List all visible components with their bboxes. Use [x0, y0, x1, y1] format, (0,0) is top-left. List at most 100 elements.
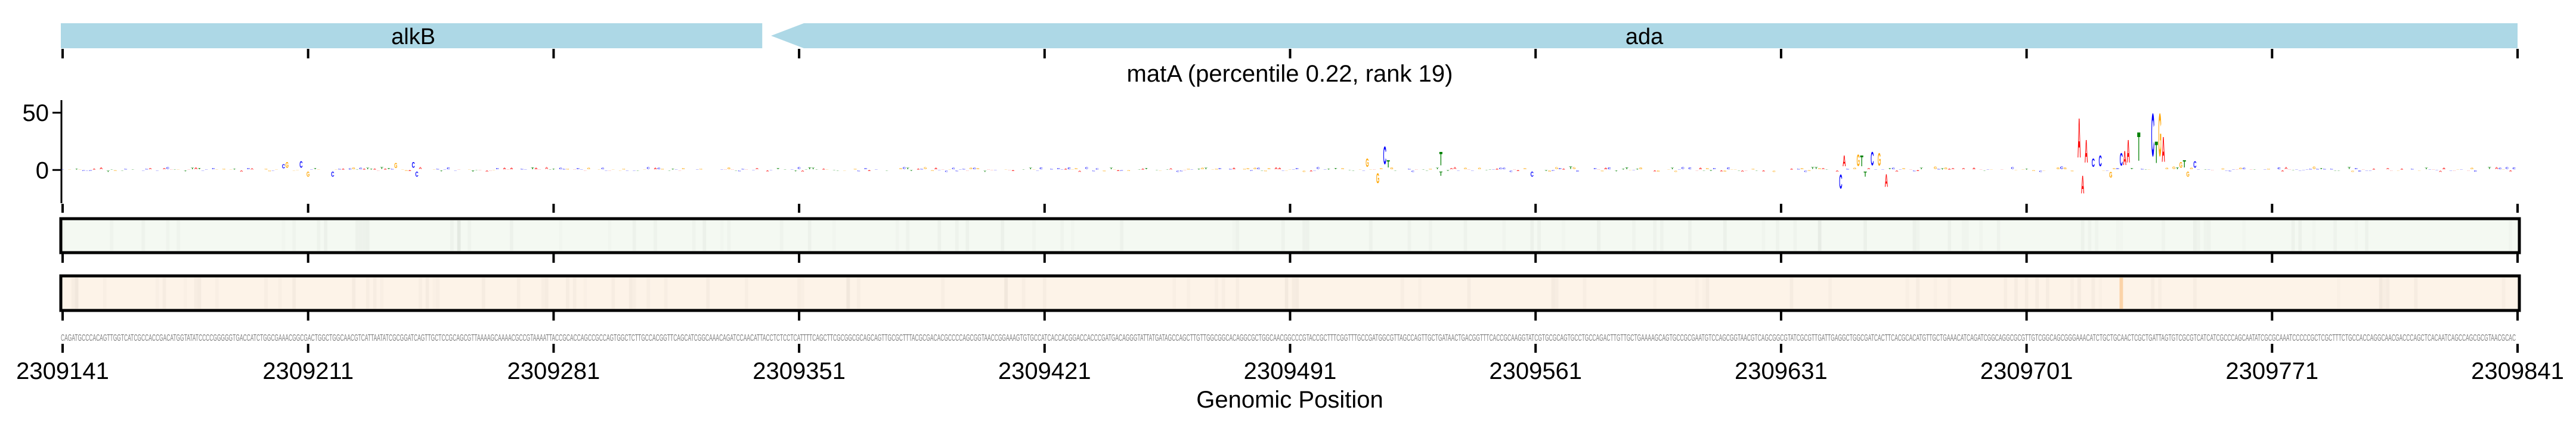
orange-track-cell [2502, 278, 2506, 309]
logo-letter: C [2228, 170, 2231, 172]
logo-letter: C [1608, 167, 1611, 170]
logo-letter: G [1934, 167, 1937, 170]
logo-letter: G [948, 169, 952, 170]
orange-track-cell [2158, 278, 2162, 309]
logo-letter: G [114, 170, 117, 172]
logo-letter: A [1867, 168, 1870, 170]
logo-letter: T [1811, 167, 1815, 170]
logo-letter: T [2348, 167, 2351, 170]
logo-letter: T [836, 170, 840, 171]
green-track-cell [1916, 220, 1919, 251]
logo-letter: G [1734, 169, 1738, 170]
logo-peak-letter: G [2179, 161, 2182, 170]
logo-letter: T [1544, 170, 1548, 172]
logo-letter: A [363, 169, 366, 170]
logo-letter: C [2277, 167, 2281, 170]
logo-letter: T [1738, 170, 1741, 171]
logo-peak-letter: T [1863, 171, 1867, 179]
logo-letter: G [976, 168, 979, 170]
green-track-cell [1120, 220, 1123, 251]
green-track-cell [1660, 220, 1664, 251]
logo-letter: A [2236, 169, 2239, 170]
logo-letter: A [2442, 168, 2445, 170]
logo-letter: C [1061, 169, 1064, 170]
orange-track-cell [2151, 278, 2154, 309]
logo-letter: C [2316, 169, 2320, 170]
logo-letter: A [503, 167, 506, 170]
logo-letter: A [1274, 167, 1278, 170]
logo-letter: A [170, 169, 174, 170]
green-track-cell [1502, 220, 1506, 251]
green-track-cell [1818, 220, 1822, 251]
logo-letter: G [79, 169, 82, 170]
logo-peak-letter: G [394, 162, 397, 170]
logo-letter: C [1499, 167, 1503, 170]
logo-letter: C [1180, 170, 1183, 172]
logo-letter: C [1039, 167, 1043, 170]
logo-letter: T [1569, 166, 1572, 170]
logo-letter: C [338, 169, 342, 170]
gene-label: alkB [391, 24, 435, 49]
logo-letter: T [387, 168, 390, 170]
orange-track-cell [2337, 278, 2340, 309]
logo-letter: G [2312, 167, 2316, 170]
logo-letter: A [1278, 168, 1281, 170]
orange-track-cell [1555, 278, 1559, 309]
green-track-cell [896, 220, 899, 251]
logo-letter: C [657, 167, 661, 170]
logo-letter: A [584, 170, 587, 171]
logo-letter: A [1064, 169, 1067, 170]
logo-letter: G [268, 170, 271, 172]
logo-letter: A [2432, 169, 2435, 170]
logo-letter: C [1317, 167, 1320, 170]
green-track-cell [780, 220, 784, 251]
x-tick-label: 2309421 [998, 358, 1091, 384]
logo-letter: C [212, 168, 215, 170]
logo-letter: G [230, 169, 233, 170]
orange-track-cell [1172, 278, 1176, 309]
logo-letter: C [938, 170, 942, 171]
green-track-cell [1653, 220, 1657, 251]
gene-label: ada [1626, 24, 1664, 49]
green-track-cell [608, 220, 612, 251]
logo-letter: C [973, 167, 976, 170]
green-track-cell [324, 220, 327, 251]
logo-letter: A [1078, 170, 1081, 172]
logo-letter: C [1281, 170, 1285, 171]
logo-letter: C [142, 170, 145, 171]
logo-peak-letter: C [282, 163, 286, 170]
logo-letter: T [1710, 170, 1713, 172]
orange-track-cell [1215, 278, 1218, 309]
green-track-cell [1001, 220, 1004, 251]
green-track-cell [166, 220, 170, 251]
logo-letter: T [531, 167, 534, 170]
orange-track-cell [941, 278, 945, 309]
logo-letter: A [1762, 170, 1765, 172]
logo-letter: G [1268, 168, 1271, 170]
logo-letter: A [966, 170, 970, 171]
logo-letter: C [1411, 170, 1414, 172]
green-track-cell [720, 220, 724, 251]
logo-letter: C [1632, 170, 1636, 171]
logo-letter: T [983, 170, 986, 172]
logo-letter: C [89, 170, 92, 172]
logo-letter: T [668, 170, 671, 171]
logo-letter: G [2418, 170, 2422, 172]
logo-letter: T [314, 168, 317, 170]
logo-peak-letter: G [2186, 171, 2189, 179]
orange-track-cell [797, 278, 801, 309]
logo-letter: T [1334, 168, 1337, 170]
logo-letter: C [1678, 169, 1682, 170]
orange-track-cell [1695, 278, 1699, 309]
logo-letter: C [962, 169, 966, 170]
logo-letter: A [868, 170, 871, 172]
logo-letter: A [1516, 170, 1520, 172]
logo-letter: A [822, 169, 826, 170]
logo-letter: G [1818, 168, 1821, 170]
logo-letter: A [383, 169, 386, 170]
logo-letter: T [174, 169, 177, 170]
logo-letter: C [1229, 169, 1233, 170]
logo-letter: T [440, 170, 443, 172]
orange-track-cell [846, 278, 850, 309]
green-track-cell [1863, 220, 1867, 251]
